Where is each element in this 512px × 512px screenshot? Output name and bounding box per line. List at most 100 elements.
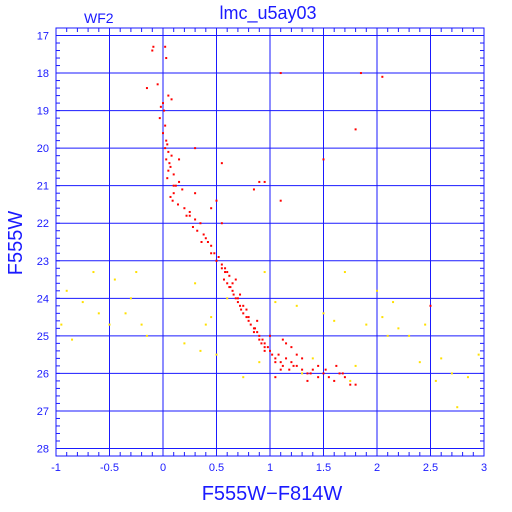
red-star-point <box>290 361 293 364</box>
red-star-point <box>288 368 291 371</box>
red-star-point <box>279 199 282 202</box>
red-star-point <box>152 45 155 48</box>
red-star-point <box>162 102 164 105</box>
red-star-point <box>217 256 220 259</box>
red-star-point <box>285 357 288 360</box>
red-star-point <box>295 353 298 356</box>
red-star-point <box>171 199 174 202</box>
yellow-star-point <box>97 312 100 315</box>
yellow-star-point <box>140 323 143 326</box>
yellow-star-point <box>60 323 63 326</box>
y-tick-label: 20 <box>37 143 49 155</box>
yellow-star-point <box>477 353 480 356</box>
red-star-point <box>166 143 169 146</box>
red-star-point <box>239 293 242 296</box>
x-tick-label: 0 <box>160 462 166 474</box>
red-star-point <box>204 237 207 240</box>
red-star-point <box>228 274 231 277</box>
y-tick-label: 17 <box>37 31 49 43</box>
red-star-point <box>322 372 325 375</box>
yellow-star-point <box>274 301 277 304</box>
red-star-point <box>172 173 175 176</box>
red-star-point <box>231 289 234 292</box>
red-star-point <box>178 180 181 183</box>
red-star-point <box>166 177 169 180</box>
red-star-point <box>188 210 191 213</box>
red-star-point <box>281 338 284 341</box>
red-star-point <box>261 338 264 341</box>
x-tick-labels: -1 -0.5 0 0.5 1 1.5 2 2.5 3 <box>51 462 487 474</box>
red-star-point <box>269 349 271 352</box>
yellow-star-point <box>333 319 336 322</box>
chart-title: lmc_u5ay03 <box>219 3 316 24</box>
yellow-star-point <box>397 327 400 330</box>
yellow-star-point <box>124 312 127 315</box>
x-tick-label: -1 <box>51 462 61 474</box>
red-star-point <box>239 304 242 307</box>
red-star-point <box>295 364 298 367</box>
red-star-point <box>234 297 237 300</box>
red-star-point <box>231 282 234 285</box>
y-tick-label: 26 <box>37 368 49 380</box>
red-star-point <box>301 357 304 360</box>
red-star-point <box>170 98 173 101</box>
red-star-point <box>349 383 352 386</box>
yellow-star-point <box>408 334 411 337</box>
red-star-point <box>210 207 213 210</box>
red-star-point <box>191 225 194 228</box>
red-star-point <box>183 207 186 210</box>
yellow-star-point <box>392 301 395 304</box>
yellow-star-point <box>466 376 469 379</box>
red-star-point <box>169 195 172 198</box>
yellow-star-point <box>113 278 116 281</box>
red-star-point <box>281 364 284 367</box>
yellow-star-point <box>424 323 427 326</box>
red-star-point <box>172 184 175 187</box>
y-tick-label: 27 <box>37 406 49 418</box>
yellow-star-point <box>365 323 368 326</box>
red-star-point <box>163 109 166 112</box>
red-star-point <box>164 147 167 150</box>
x-tick-label: 1 <box>267 462 273 474</box>
yellow-star-point <box>258 361 261 364</box>
y-axis-label: F555W <box>5 211 27 276</box>
yellow-star-point <box>226 297 229 300</box>
yellow-star-point <box>349 379 352 382</box>
red-star-point <box>258 180 261 183</box>
y-tick-label: 22 <box>37 218 49 230</box>
red-star-point <box>274 361 277 364</box>
yellow-star-point <box>354 364 357 367</box>
y-tick-label: 18 <box>37 68 49 80</box>
red-star-point <box>229 286 232 289</box>
red-star-point <box>263 346 266 349</box>
red-star-point <box>240 308 243 311</box>
yellow-star-point <box>81 301 84 304</box>
red-star-point <box>306 379 309 382</box>
red-star-point <box>226 282 229 285</box>
red-star-point <box>199 222 202 225</box>
red-star-point <box>317 364 320 367</box>
chart-subtitle: WF2 <box>84 10 114 26</box>
yellow-star-point <box>183 342 186 345</box>
red-star-point <box>220 222 223 225</box>
red-star-point <box>228 286 231 289</box>
yellow-star-point <box>301 372 304 375</box>
red-star-point <box>210 244 213 247</box>
red-star-point <box>252 188 255 191</box>
red-star-point <box>167 169 170 172</box>
yellow-star-point <box>376 289 378 292</box>
yellow-star-point <box>92 271 95 274</box>
red-star-point <box>279 361 282 364</box>
axis-ticks <box>55 28 485 456</box>
red-star-point <box>165 158 168 161</box>
red-star-point <box>220 267 223 270</box>
red-star-point <box>263 349 266 352</box>
red-star-point <box>164 45 167 48</box>
yellow-star-point <box>204 323 207 326</box>
red-star-point <box>263 180 266 183</box>
yellow-star-point <box>295 304 298 307</box>
red-star-point <box>226 271 229 274</box>
red-star-point <box>277 353 280 356</box>
red-star-point <box>206 241 209 243</box>
red-star-point <box>196 229 199 232</box>
